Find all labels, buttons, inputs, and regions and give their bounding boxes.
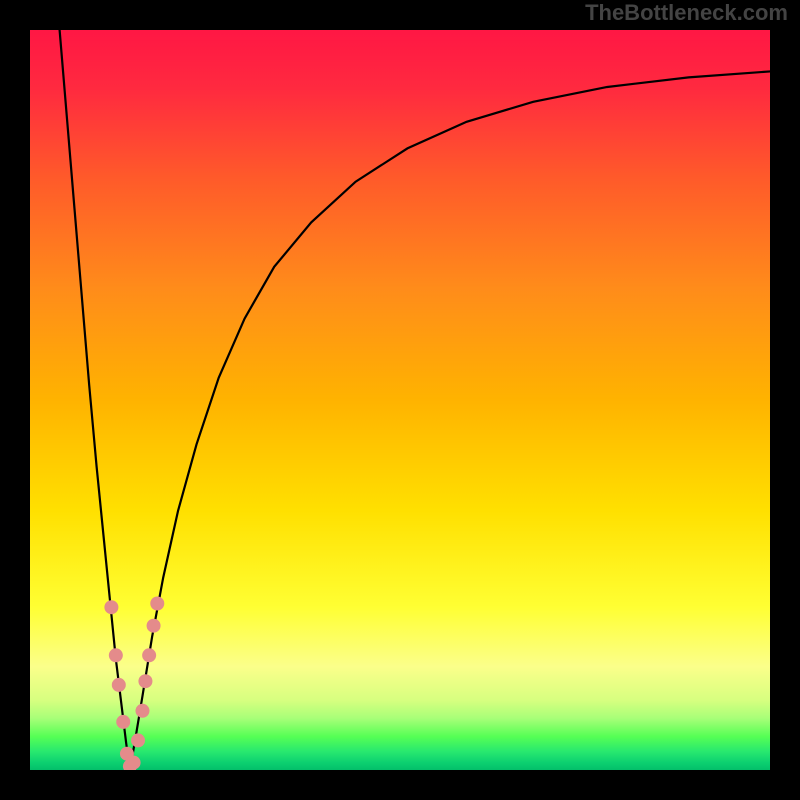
data-point xyxy=(150,597,164,611)
gradient-background xyxy=(30,30,770,770)
data-point xyxy=(109,648,123,662)
data-point xyxy=(112,678,126,692)
data-point xyxy=(127,756,141,770)
plot-area xyxy=(30,30,770,770)
data-point xyxy=(104,600,118,614)
chart-frame: TheBottleneck.com xyxy=(0,0,800,800)
watermark-text: TheBottleneck.com xyxy=(585,0,788,26)
data-point xyxy=(131,733,145,747)
bottleneck-chart-svg xyxy=(30,30,770,770)
data-point xyxy=(135,704,149,718)
data-point xyxy=(138,674,152,688)
data-point xyxy=(142,648,156,662)
data-point xyxy=(116,715,130,729)
data-point xyxy=(147,619,161,633)
